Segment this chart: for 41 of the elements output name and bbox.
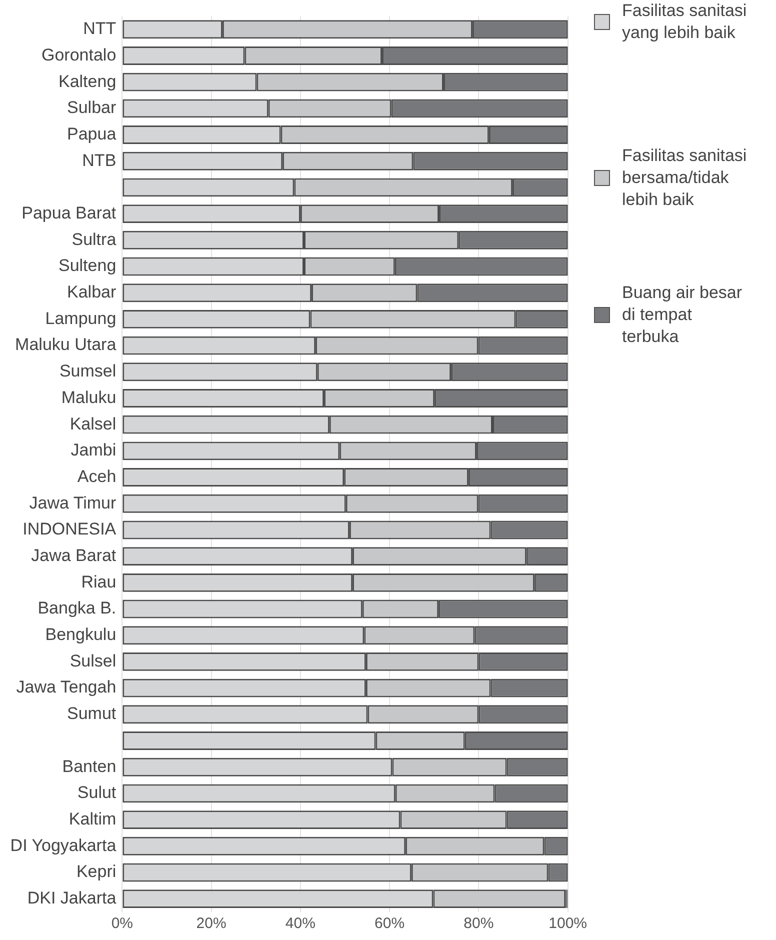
y-tick-label: Maluku	[61, 388, 116, 407]
y-tick-label: Jawa Tengah	[16, 678, 116, 697]
y-tick-label: Jambi	[70, 440, 116, 460]
y-tick-label: Gorontalo	[41, 45, 116, 64]
x-tick-label: 100%	[548, 915, 588, 932]
y-tick-label: Kalbar	[67, 282, 116, 302]
x-tick-label: 80%	[464, 915, 494, 932]
y-tick-label: Sultra	[72, 230, 117, 249]
y-tick-label: Maluku Utara	[15, 335, 117, 354]
y-tick-label: Sumut	[67, 704, 116, 724]
x-tick-label: 40%	[285, 915, 316, 932]
y-tick-label: Bengkulu	[45, 625, 116, 644]
x-tick-label: 60%	[374, 915, 405, 932]
y-tick-label: INDONESIA	[22, 520, 117, 539]
y-tick-label: NTT	[83, 19, 116, 38]
y-tick-label: Riau	[81, 572, 116, 592]
y-tick-label: Lampung	[45, 308, 116, 328]
legend-label: Fasilitas sanitasi bersama/tidak lebih baik	[622, 145, 748, 211]
y-tick-label: Papua	[66, 124, 117, 144]
y-tick-label: NTB	[82, 150, 116, 170]
y-tick-label: Aceh	[77, 466, 116, 486]
x-tick-label: 20%	[196, 915, 226, 932]
x-tick-label: 0%	[111, 915, 133, 932]
legend-label: Fasilitas sanitasi yang lebih baik	[622, 0, 748, 44]
y-tick-label: Papua Barat	[22, 203, 116, 222]
y-tick-label: Kalteng	[58, 72, 116, 91]
y-tick-label: DKI Jakarta	[27, 888, 117, 908]
y-tick-label: Sulteng	[58, 256, 116, 276]
y-tick-label: Sulsel	[70, 651, 116, 670]
y-tick-label: DI Yogyakarta	[10, 836, 117, 855]
y-tick-label: Sumsel	[59, 362, 116, 381]
y-tick-label: Kaltim	[68, 809, 116, 828]
y-tick-label: Bangka B.	[38, 598, 116, 618]
y-tick-label: Jawa Timur	[29, 493, 116, 512]
legend-label: Buang air besar di tempat terbuka	[622, 282, 744, 348]
y-tick-label: Kepri	[76, 862, 116, 882]
y-tick-label: Sulut	[77, 783, 116, 802]
y-tick-label: Kalsel	[70, 414, 116, 434]
y-tick-label: Jawa Barat	[31, 546, 116, 565]
y-tick-label: Sulbar	[67, 98, 116, 118]
y-tick-label: Banten	[62, 756, 116, 776]
